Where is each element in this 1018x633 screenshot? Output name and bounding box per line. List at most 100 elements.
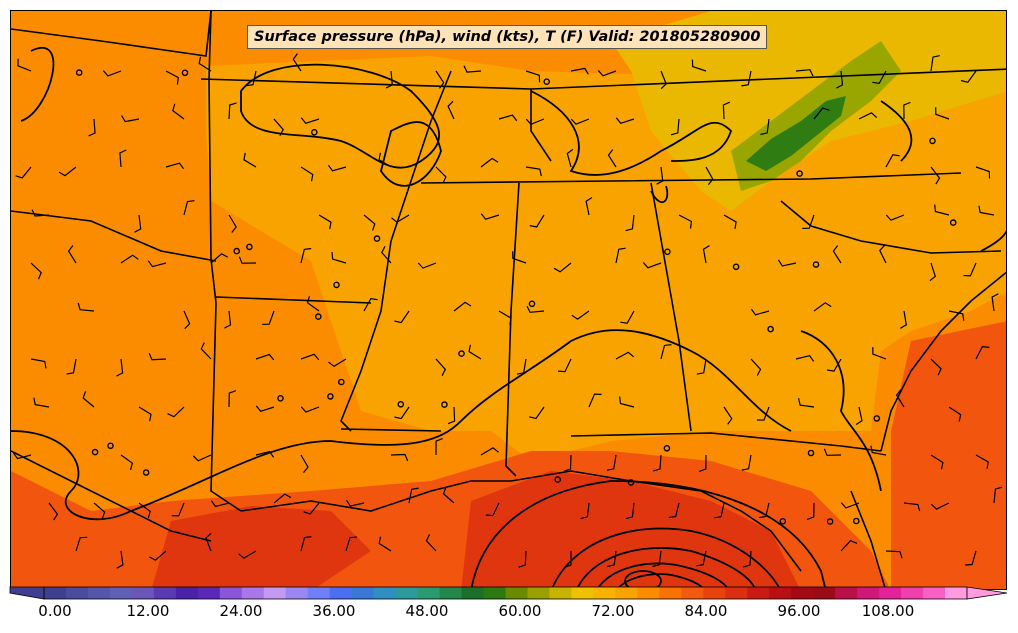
wind-barb <box>660 344 672 360</box>
colorbar-cell <box>879 587 902 599</box>
wind-barb <box>741 454 752 471</box>
isobar-plains-loop <box>240 63 440 169</box>
wind-barb <box>228 390 237 408</box>
border-alabama-georgia <box>650 182 692 432</box>
wind-barb <box>872 347 887 360</box>
border-mississippi-river-north <box>390 70 452 242</box>
map-title: Surface pressure (hPa), wind (kts), T (F… <box>247 25 768 49</box>
wind-barb <box>119 149 127 168</box>
wind-barb <box>929 262 936 282</box>
colorbar-cell <box>527 587 551 599</box>
colorbar-cell <box>769 587 792 599</box>
wind-barb <box>619 396 635 408</box>
colorbar-cell <box>681 587 704 599</box>
colorbar-extend-min <box>9 586 45 600</box>
colorbar-cell <box>44 587 67 599</box>
colorbar-cell <box>285 587 309 599</box>
wind-barb <box>557 358 572 373</box>
border-red-river <box>11 210 217 262</box>
station-marker <box>107 442 114 450</box>
wind-barb <box>255 450 275 458</box>
wind-barb <box>255 353 275 361</box>
wind-barb <box>255 405 275 412</box>
colorbar-cell <box>351 587 375 599</box>
wind-barb <box>134 214 142 233</box>
isobar-low-ring-3 <box>596 562 729 589</box>
station-marker <box>929 137 936 145</box>
wind-barb <box>930 55 940 72</box>
wind-barb <box>930 454 944 470</box>
wind-barb <box>300 536 312 552</box>
coast-gulf <box>240 470 802 572</box>
colorbar-cell <box>549 587 573 599</box>
wind-barb <box>813 302 832 312</box>
wind-barb <box>224 310 232 329</box>
wind-barb <box>991 293 999 312</box>
wind-barb <box>385 70 393 89</box>
wind-barb <box>570 67 589 75</box>
border-tennessee-north <box>420 172 962 184</box>
wind-barb <box>607 149 617 168</box>
station-marker <box>543 78 551 85</box>
wind-barb <box>75 536 88 552</box>
wind-barb <box>758 502 770 519</box>
colorbar-cell <box>725 587 748 599</box>
wind-barb <box>795 355 815 362</box>
wind-barb <box>553 262 572 273</box>
wind-barb <box>699 454 707 472</box>
isobar-texas-coast <box>11 420 462 521</box>
wind-barb <box>15 166 32 179</box>
wind-barb <box>714 502 725 519</box>
wind-barb <box>885 154 900 168</box>
wind-barb <box>273 118 284 136</box>
wind-barb <box>48 502 59 521</box>
wind-barb <box>975 454 989 469</box>
wind-barb <box>642 262 662 269</box>
wind-barb <box>66 358 77 375</box>
border-illinois-indiana <box>530 89 552 162</box>
wind-barb <box>813 107 830 120</box>
wind-barb <box>300 117 320 124</box>
wind-barb <box>653 454 662 472</box>
wind-barb <box>625 214 635 232</box>
station-marker <box>397 400 405 408</box>
isobar-northwest <box>20 47 55 122</box>
border-louisiana-mississippi <box>340 428 442 432</box>
wind-barb <box>417 262 437 269</box>
wind-barb <box>30 262 42 280</box>
wind-barb <box>948 310 965 321</box>
wind-barb <box>378 152 392 168</box>
station-marker <box>796 170 803 177</box>
wind-barb <box>210 500 230 508</box>
isobar-gulf-states <box>460 329 792 432</box>
wind-barb <box>463 65 482 73</box>
wind-barb <box>300 166 314 182</box>
wind-barb <box>33 397 50 408</box>
wind-barb <box>165 70 179 85</box>
wind-barb <box>390 453 409 462</box>
colorbar-extend-max <box>966 586 1008 600</box>
wind-barb <box>82 391 95 408</box>
wind-barb <box>806 502 815 520</box>
colorbar-cell <box>439 587 463 599</box>
colorbar-cell <box>813 587 836 599</box>
station-marker <box>627 479 635 486</box>
wind-barb <box>975 345 990 360</box>
isobar-low-center <box>624 570 662 589</box>
wind-barb <box>525 70 541 83</box>
wind-barb <box>588 393 602 408</box>
colorbar-cell <box>615 587 638 599</box>
wind-barb <box>827 358 842 372</box>
station-marker <box>181 69 189 77</box>
wind-barb <box>607 550 617 568</box>
wind-barb <box>331 252 347 264</box>
wind-barb <box>306 295 320 312</box>
border-arkansas-louisiana <box>215 296 372 304</box>
station-marker <box>327 393 334 400</box>
wind-barb <box>498 114 518 122</box>
wind-barb <box>525 118 545 126</box>
wind-barb <box>165 162 185 170</box>
station-marker <box>826 518 834 525</box>
station-marker <box>664 248 671 256</box>
colorbar-cell <box>329 587 353 599</box>
